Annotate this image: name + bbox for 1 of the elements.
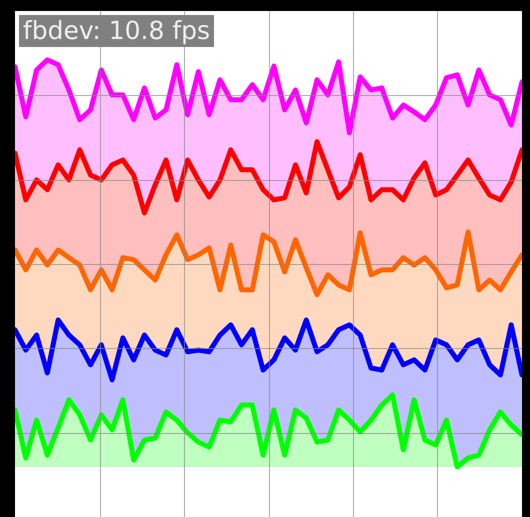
chart-title: fbdev: 10.8 fps [19,15,214,47]
